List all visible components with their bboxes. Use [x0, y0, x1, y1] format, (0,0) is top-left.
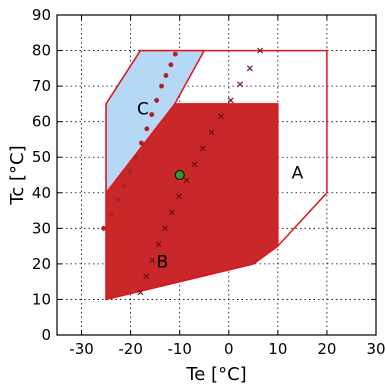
series-1-marker [115, 197, 121, 203]
region-label-a: A [292, 164, 304, 184]
series-1-marker [159, 83, 164, 89]
x-tick-label: -30 [69, 340, 94, 358]
region-label-c: C [137, 100, 149, 120]
series-0-marker [155, 241, 162, 248]
y-tick-label: 90 [32, 6, 51, 24]
y-tick-label: 60 [32, 113, 51, 131]
series-0-marker [199, 145, 206, 152]
operating-point [174, 170, 185, 180]
regions [105, 49, 328, 301]
region-label-b: B [157, 252, 169, 272]
series-1-marker [168, 62, 174, 68]
series-1-marker [172, 51, 178, 57]
y-tick-label: 30 [32, 219, 51, 237]
series-0-marker [257, 47, 264, 54]
points [174, 170, 185, 180]
x-tick-label: -10 [167, 340, 192, 358]
y-tick-label: 0 [41, 326, 51, 344]
series-0-marker [191, 161, 198, 168]
series-0-marker [149, 257, 156, 264]
series-1-marker [121, 183, 127, 189]
y-tick-label: 80 [32, 42, 51, 60]
y-tick-label: 70 [32, 77, 51, 95]
series-0-marker [246, 65, 253, 72]
series-0-marker [217, 113, 224, 120]
y-tick-label: 40 [32, 184, 51, 202]
series [101, 47, 264, 296]
series-0-marker [137, 289, 144, 296]
series-1-marker [101, 225, 107, 231]
plot-frame [56, 14, 377, 336]
series-0-marker [237, 81, 244, 88]
series-1-marker [163, 73, 169, 78]
y-tick-label: 10 [32, 290, 51, 308]
series-1-marker [139, 140, 144, 146]
x-tick-label: 10 [268, 340, 287, 358]
region-labels: A B C [137, 100, 304, 273]
y-tick-label: 50 [32, 148, 51, 166]
series-0-marker [176, 193, 183, 200]
series-1-marker [149, 112, 155, 117]
series-1-marker [127, 169, 133, 174]
series-0-marker [227, 97, 234, 104]
x-tick-label: 20 [317, 340, 336, 358]
series-0-marker [208, 129, 215, 136]
series-1-marker [108, 211, 114, 217]
series-1-marker [144, 126, 150, 132]
x-tick-label: -20 [118, 340, 143, 358]
series-0-marker [143, 273, 150, 280]
series-1-marker [133, 154, 139, 160]
x-axis-label: Te [°C] [185, 364, 246, 385]
ticks: -30 -20 -10 0 10 20 30 0 10 20 30 40 50 60 70 80 90 [32, 6, 386, 358]
series-1-marker [154, 97, 160, 103]
y-tick-label: 20 [32, 255, 51, 273]
x-tick-label: 30 [366, 340, 385, 358]
series-0-marker [183, 177, 190, 184]
series-0-marker [168, 209, 175, 216]
series-0-marker [161, 225, 168, 232]
region-c [105, 49, 206, 195]
y-axis-label: Tc [°C] [7, 145, 28, 205]
x-tick-label: 0 [224, 340, 234, 358]
